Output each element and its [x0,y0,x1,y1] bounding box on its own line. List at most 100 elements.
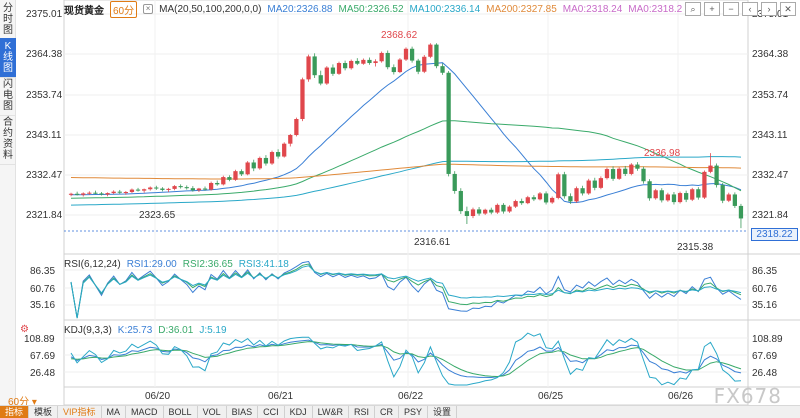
candle-body [135,189,141,191]
candle-body [172,186,177,189]
tab-cci[interactable]: CCI [258,405,285,418]
candle-body [111,191,116,194]
rsi1-value: RSI1:29.00 [126,258,177,270]
candle-body [708,165,713,172]
candle-body [379,52,384,62]
candle-body [154,187,159,189]
tab-macd[interactable]: MACD [126,405,164,418]
scroll-right-icon[interactable]: › [761,2,777,16]
ma100-value: MA100:2336.14 [409,3,481,15]
candle-body [373,61,378,64]
kdj-label[interactable]: KDJ(9,3,3) [64,324,112,336]
tab-ma[interactable]: MA [102,405,127,418]
candle-body [440,66,445,73]
ma200-value: MA200:2327.85 [486,3,557,15]
candle-body [196,188,202,191]
candle-body [282,143,287,157]
period-badge[interactable]: 60分 [110,0,138,18]
date-tick-label: 06/22 [398,391,423,402]
scroll-left-icon[interactable]: ‹ [742,2,758,16]
kdj-tick-label: 26.48 [752,368,777,379]
candle-body [677,193,683,203]
candle-body [68,193,74,195]
candle-body [629,164,634,174]
candle-body [702,171,707,198]
candlesticks [68,43,744,229]
candle-body [190,188,195,191]
tab-contract-info[interactable]: 合约资料 [0,114,16,165]
tab-vip-indicators[interactable]: VIP指标 [58,405,102,418]
candle-body [568,196,573,202]
close-indicator-icon[interactable]: × [143,4,154,14]
zoom-out-icon[interactable]: − [723,2,739,16]
tab-rsi[interactable]: RSI [349,405,375,418]
date-tick-label: 06/21 [268,391,293,402]
tab-vol[interactable]: VOL [198,405,227,418]
main-legend: 现货黄金 60分 × MA(20,50,100,200,0,0) MA20:23… [64,0,682,18]
candle-body [75,193,80,195]
candle-body [257,157,262,169]
tab-kline[interactable]: K线图 [0,38,16,78]
price-tick-label: 2364.38 [752,49,789,60]
rsi-tick-label: 35.16 [752,300,777,311]
kdj-tick-label: 67.69 [30,351,55,362]
price-tick-label: 2353.74 [752,90,789,101]
price-tick-label: 2375.01 [26,9,63,20]
tab-lwr[interactable]: LW&R [313,405,349,418]
tab-bias[interactable]: BIAS [227,405,259,418]
tab-flash-chart[interactable]: 闪电图 [0,76,16,116]
kdj-d-value: D:36.01 [158,324,194,336]
candle-body [489,209,494,213]
candle-body [269,152,275,164]
rsi-label[interactable]: RSI(6,12,24) [64,258,121,270]
zoom-in-icon[interactable]: + [704,2,720,16]
ma-label[interactable]: MA(20,50,100,200,0,0) [159,3,262,15]
candle-body [464,211,470,217]
candle-body [294,119,299,135]
left-tab-strip: 分时图 K线图 闪电图 合约资料 [0,0,16,405]
ma0-value-a: MA0:2318.24 [562,3,623,15]
candle-body [239,171,244,175]
candle-body [690,189,695,200]
chevron-down-icon: ▾ [31,397,37,408]
date-tick-label: 06/26 [668,391,693,402]
ma200-line [70,163,742,180]
tab-indicators[interactable]: 指标 [0,405,30,418]
tab-templates[interactable]: 模板 [29,405,59,418]
candle-body [537,193,543,200]
price-tick-label: 2321.84 [26,210,63,221]
candle-body [659,190,664,201]
period-select-label: 60分 [8,397,30,408]
annotation-high: 2336.98 [644,148,681,159]
candle-body [330,67,336,74]
candle-body [580,188,585,194]
search-icon[interactable]: ⌕ [685,2,701,16]
candle-body [507,206,512,212]
candle-body [732,194,737,206]
close-icon[interactable]: ✕ [780,2,796,16]
candle-body [586,180,591,194]
candle-body [342,63,348,69]
tab-psy[interactable]: PSY [399,405,428,418]
candle-body [245,162,250,175]
kdj-j-value: J:5.19 [199,324,227,336]
tab-cr[interactable]: CR [375,405,399,418]
tab-kdj[interactable]: KDJ [285,405,313,418]
candle-body [623,168,628,174]
candle-body [543,193,549,203]
candle-body [355,60,360,64]
chart-canvas[interactable]: 2375.01 2364.38 2353.74 2343.11 2332.47 … [0,0,800,405]
candle-body [476,209,482,214]
tab-boll[interactable]: BOLL [164,405,198,418]
kdj-tick-label: 108.89 [752,334,783,345]
period-select[interactable]: 60分 ▾ [8,393,37,408]
candle-body [452,173,457,191]
candle-body [105,193,110,195]
rsi-lines [70,260,742,319]
candle-body [215,182,220,185]
tab-settings[interactable]: 设置 [428,405,457,418]
date-tick-label: 06/20 [145,391,170,402]
settings-gear-icon[interactable]: ⚙ [20,324,29,335]
moving-average-lines [70,62,742,206]
candle-body [738,205,744,219]
